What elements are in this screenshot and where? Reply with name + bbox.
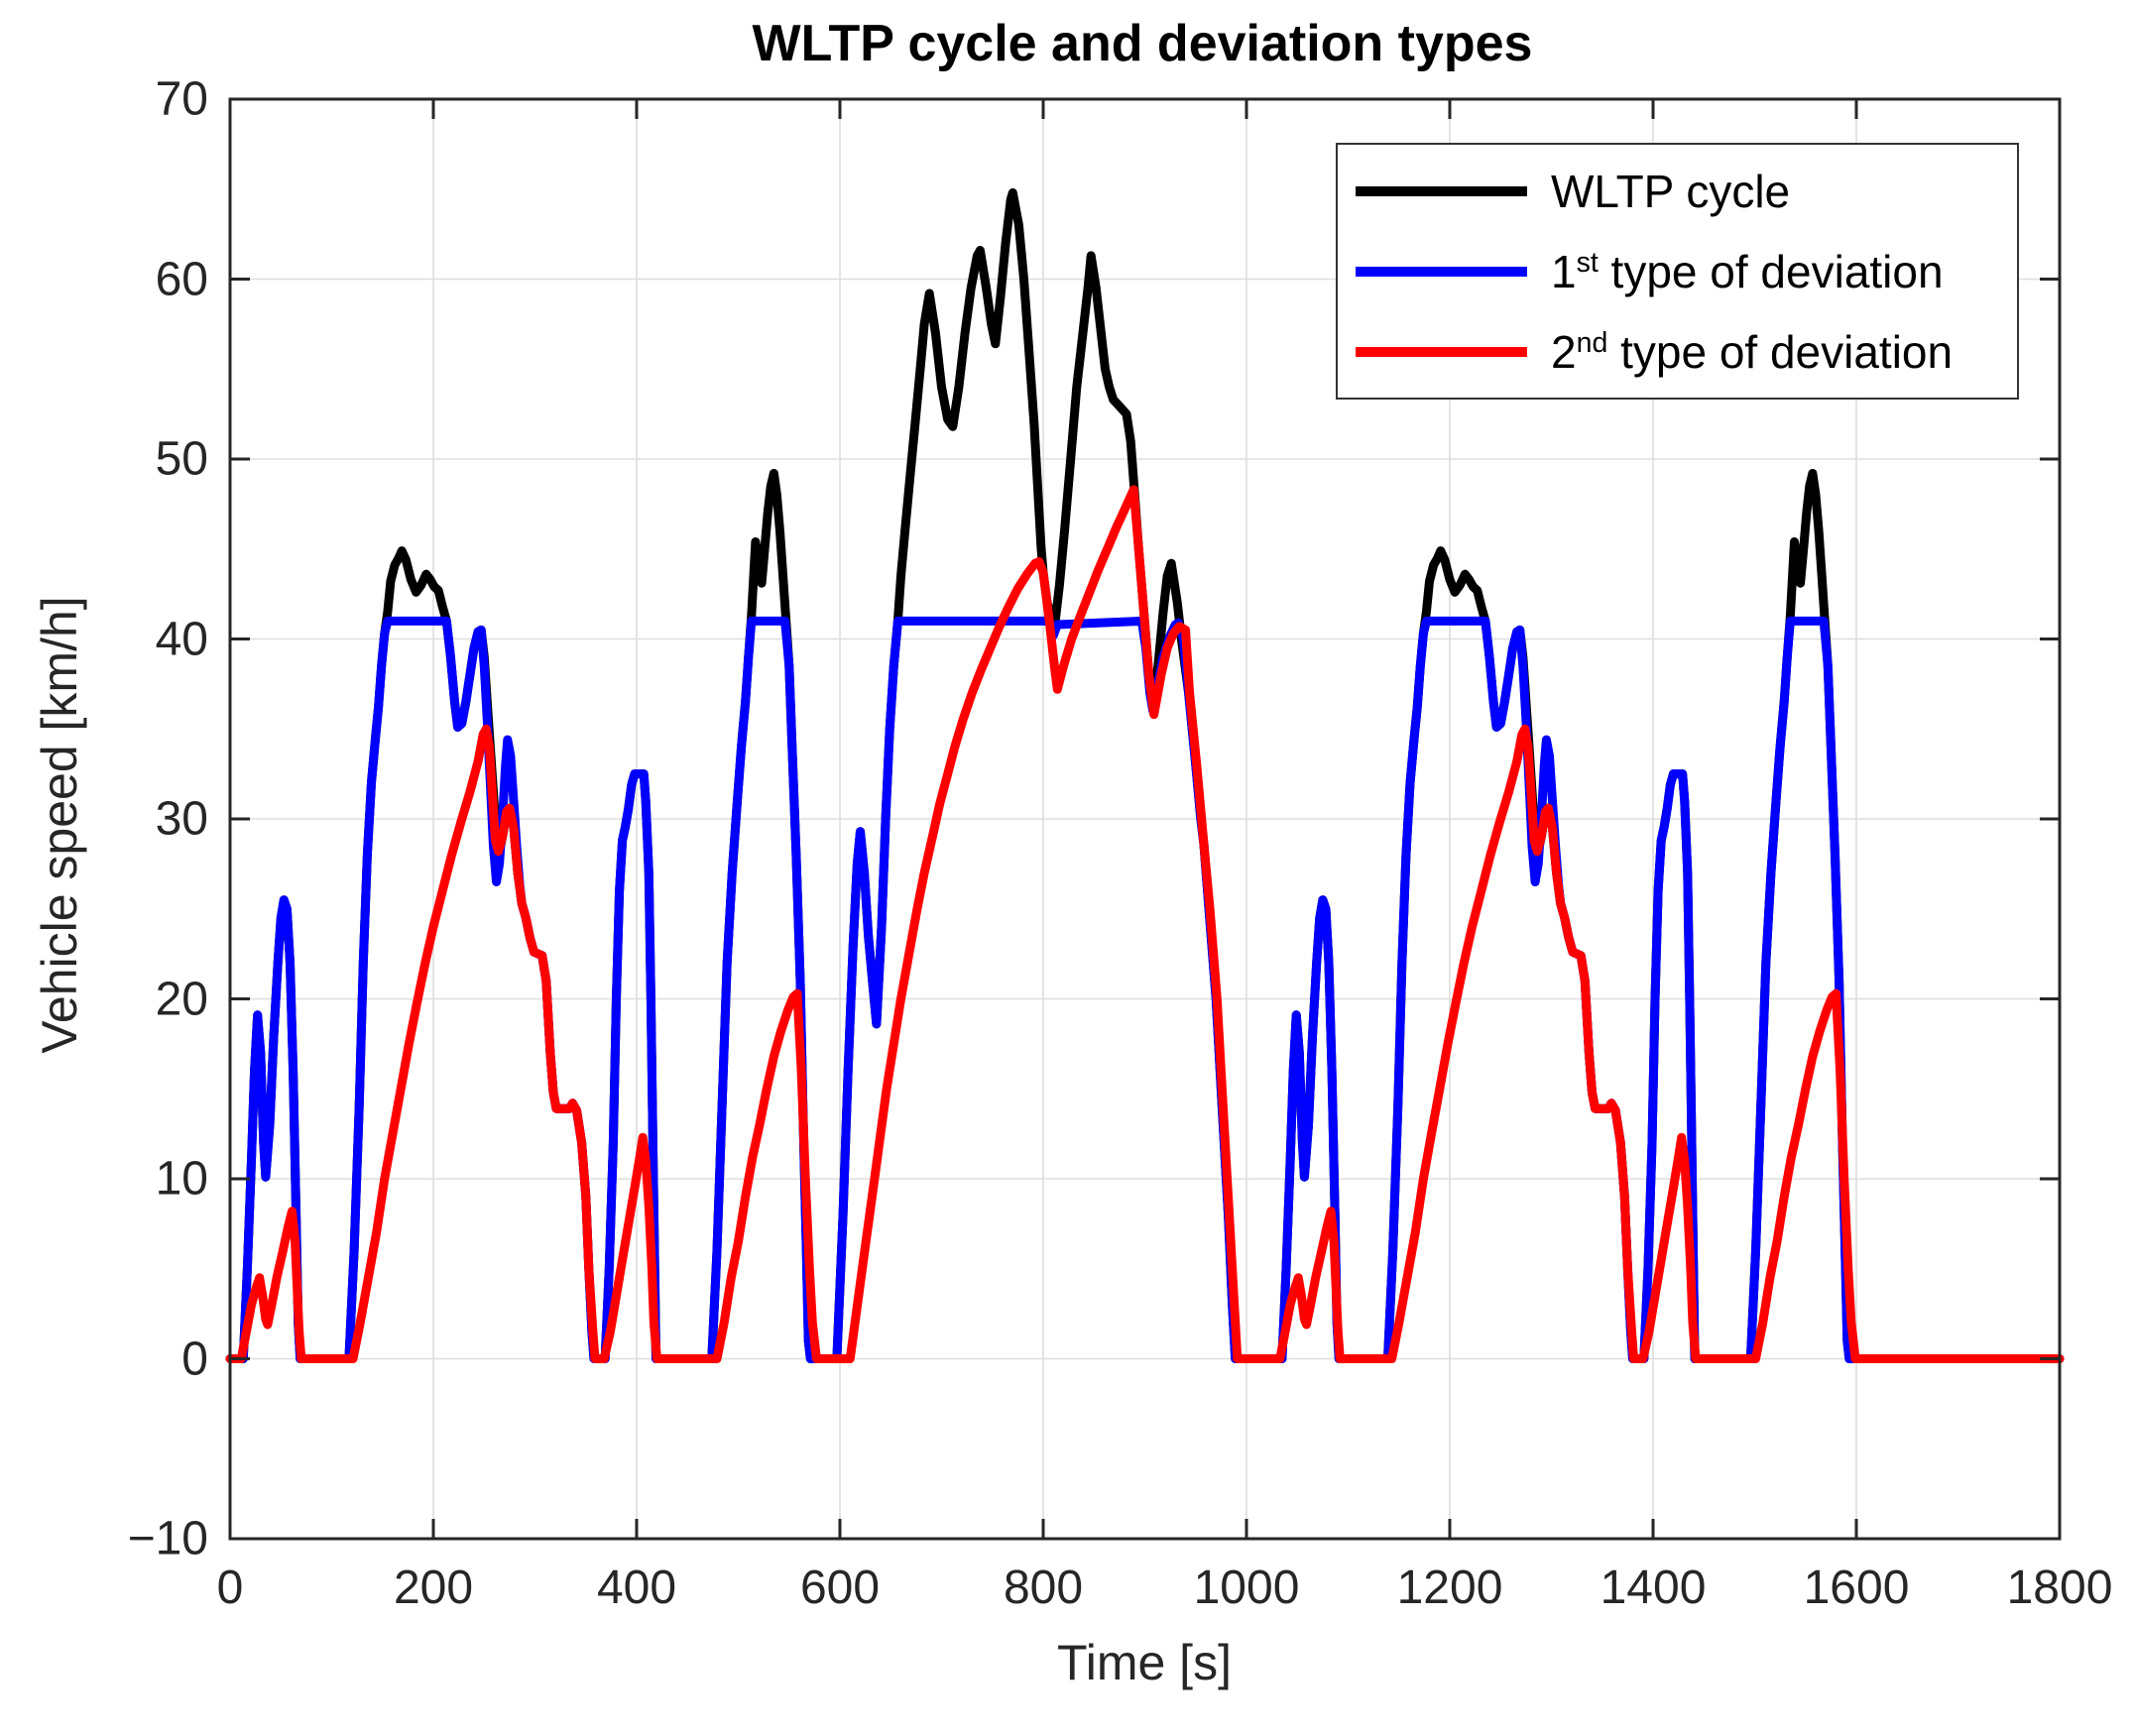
x-tick-label: 400 xyxy=(596,1562,677,1614)
y-tick-label: 10 xyxy=(155,1152,208,1206)
y-tick-label: 40 xyxy=(155,613,208,665)
y-tick-label: 30 xyxy=(155,792,208,846)
y-tick-label: −10 xyxy=(127,1512,208,1565)
x-tick-label: 0 xyxy=(216,1562,244,1614)
y-axis-label: Vehicle speed [km/h] xyxy=(32,596,87,1054)
chart-title: WLTP cycle and deviation types xyxy=(752,15,1533,72)
axes-box-and-ticks xyxy=(228,97,2062,1541)
x-tick-label: 1000 xyxy=(1193,1562,1300,1614)
legend-item-wltp-cycle: WLTP cycle xyxy=(1338,169,2017,214)
series-line-2nd-type-of-deviation xyxy=(225,485,2065,1363)
y-tick-label: 0 xyxy=(181,1332,208,1385)
x-tick-label: 800 xyxy=(1003,1562,1084,1614)
legend-label: WLTP cycle xyxy=(1551,165,1791,217)
x-tick-label: 1200 xyxy=(1396,1562,1503,1614)
legend-item-first-deviation: 1st type of deviation xyxy=(1338,249,2017,294)
x-tick-label: 1400 xyxy=(1600,1562,1707,1614)
y-tick-label: 70 xyxy=(155,72,208,126)
y-tick-label: 60 xyxy=(155,253,208,305)
data-series xyxy=(225,187,2065,1363)
legend-line-sample-blue xyxy=(1356,266,1527,277)
y-tick-label: 50 xyxy=(155,432,208,486)
x-axis-label: Time [s] xyxy=(1057,1635,1232,1690)
legend-line-sample-red xyxy=(1356,346,1527,357)
x-tick-label: 200 xyxy=(393,1562,474,1614)
x-tick-label: 600 xyxy=(799,1562,881,1614)
legend-line-sample-black xyxy=(1356,185,1527,196)
y-tick-label: 20 xyxy=(155,973,208,1025)
legend-label: 2nd type of deviation xyxy=(1551,325,1954,378)
legend-label: 1st type of deviation xyxy=(1551,245,1944,297)
series-line-1st-type-of-deviation xyxy=(225,616,2065,1363)
legend-item-second-deviation: 2nd type of deviation xyxy=(1338,329,2017,375)
x-tick-label: 1600 xyxy=(1803,1562,1910,1614)
legend-box: WLTP cycle 1st type of deviation 2nd typ… xyxy=(1336,143,2019,400)
x-tick-label: 1800 xyxy=(2006,1562,2113,1614)
